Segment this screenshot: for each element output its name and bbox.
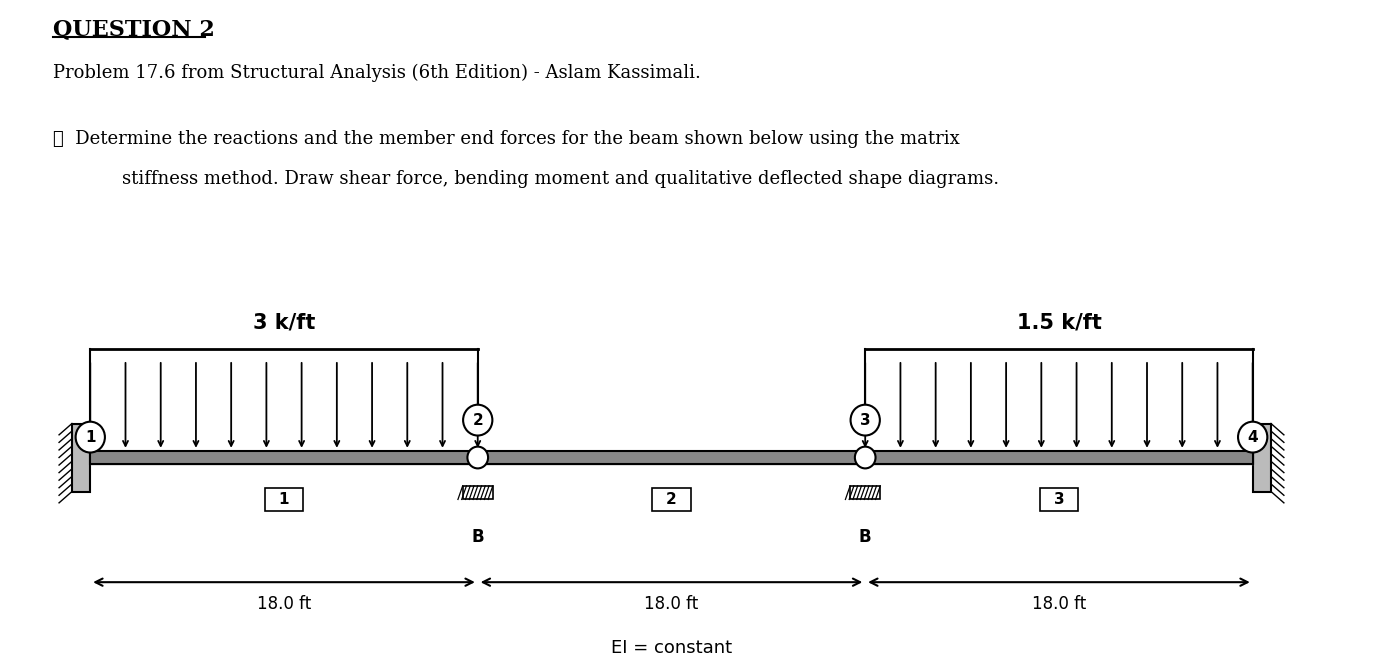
Text: 1: 1 <box>85 430 96 445</box>
Circle shape <box>1238 422 1267 452</box>
Bar <box>651 488 690 511</box>
Text: ❖  Determine the reactions and the member end forces for the beam shown below us: ❖ Determine the reactions and the member… <box>53 130 959 148</box>
Text: 2: 2 <box>667 492 676 507</box>
Text: stiffness method. Draw shear force, bending moment and qualitative deflected sha: stiffness method. Draw shear force, bend… <box>122 170 999 188</box>
Bar <box>850 486 880 500</box>
Circle shape <box>463 405 492 436</box>
Circle shape <box>855 447 876 468</box>
Text: B: B <box>859 527 872 545</box>
Circle shape <box>851 405 880 436</box>
Text: 18.0 ft: 18.0 ft <box>1031 595 1087 613</box>
Bar <box>1253 424 1271 492</box>
Text: 18.0 ft: 18.0 ft <box>256 595 310 613</box>
Text: 2: 2 <box>473 413 484 428</box>
Circle shape <box>76 422 105 452</box>
Text: 4: 4 <box>1247 430 1258 445</box>
Text: 1: 1 <box>279 492 290 507</box>
Text: 3: 3 <box>859 413 870 428</box>
Bar <box>265 488 304 511</box>
Text: 3: 3 <box>1053 492 1064 507</box>
Text: B: B <box>471 527 484 545</box>
Text: 1.5 k/ft: 1.5 k/ft <box>1016 313 1102 333</box>
Text: 3 k/ft: 3 k/ft <box>252 313 315 333</box>
Bar <box>90 451 1253 464</box>
Text: 18.0 ft: 18.0 ft <box>644 595 699 613</box>
Bar <box>72 424 90 492</box>
Circle shape <box>467 447 488 468</box>
Bar <box>463 486 493 500</box>
Text: Problem 17.6 from Structural Analysis (6th Edition) - Aslam Kassimali.: Problem 17.6 from Structural Analysis (6… <box>53 63 700 81</box>
Bar <box>90 451 1253 464</box>
Text: QUESTION 2: QUESTION 2 <box>53 19 215 41</box>
Bar <box>1040 488 1078 511</box>
Text: EI = constant: EI = constant <box>611 639 732 657</box>
